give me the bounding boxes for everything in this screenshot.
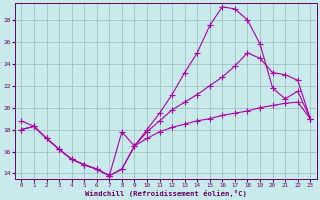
X-axis label: Windchill (Refroidissement éolien,°C): Windchill (Refroidissement éolien,°C) xyxy=(85,190,247,197)
